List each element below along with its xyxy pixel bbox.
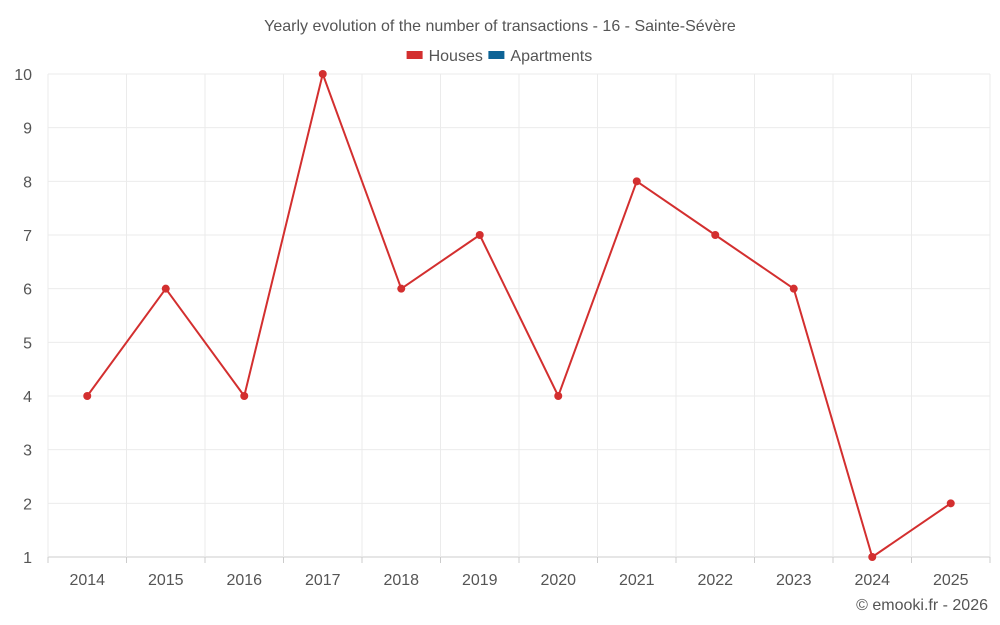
- x-tick-label: 2023: [776, 572, 812, 589]
- data-point: [240, 392, 249, 400]
- data-point: [632, 177, 641, 186]
- x-tick-label: 2025: [933, 572, 969, 589]
- y-tick-label: 2: [23, 496, 32, 513]
- legend-swatch: [488, 51, 505, 59]
- data-point: [397, 284, 406, 293]
- legend-label: Apartments: [510, 48, 592, 65]
- data-point: [161, 284, 170, 293]
- legend-label: Houses: [429, 48, 483, 65]
- y-tick-label: 7: [23, 228, 32, 245]
- data-point: [711, 231, 720, 239]
- x-tick-label: 2022: [697, 572, 733, 589]
- chart-title: Yearly evolution of the number of transa…: [264, 18, 736, 35]
- legend-item-houses: Houses: [406, 48, 483, 65]
- y-axis-ticks: 1 2 3 4 5 6 7 8 9 10: [14, 67, 32, 567]
- credit-text: © emooki.fr - 2026: [856, 597, 988, 614]
- x-tick-label: 2015: [148, 572, 184, 589]
- y-tick-label: 3: [23, 443, 32, 460]
- x-tick-label: 2016: [226, 572, 262, 589]
- y-tick-label: 8: [23, 174, 32, 191]
- x-tick-label: 2019: [462, 572, 498, 589]
- y-tick-label: 6: [23, 282, 32, 299]
- y-tick-label: 9: [23, 121, 32, 138]
- y-tick-label: 1: [23, 550, 32, 567]
- x-tick-label: 2024: [854, 572, 890, 589]
- y-tick-label: 4: [23, 389, 32, 406]
- legend-item-apartments: Apartments: [488, 48, 592, 65]
- data-point: [789, 284, 798, 293]
- x-tick-label: 2014: [69, 572, 105, 589]
- x-axis-ticks: 2014 2015 2016 2017 2018 2019 2020 2021 2022 2023…: [69, 572, 968, 589]
- x-tick-label: 2020: [540, 572, 576, 589]
- y-tick-label: 10: [14, 67, 32, 84]
- data-point: [475, 231, 484, 239]
- grid-lines: [47, 73, 991, 563]
- x-tick-label: 2017: [305, 572, 341, 589]
- data-point: [868, 553, 877, 561]
- legend-swatch: [406, 51, 423, 59]
- data-point: [318, 70, 327, 78]
- y-tick-label: 5: [23, 335, 32, 352]
- data-point: [83, 392, 92, 400]
- data-point: [554, 392, 563, 400]
- legend: Houses Apartments: [406, 48, 592, 65]
- x-tick-label: 2018: [383, 572, 419, 589]
- series-layer: [83, 70, 955, 561]
- series-line-houses: [86, 73, 952, 558]
- data-point: [946, 499, 955, 508]
- x-tick-label: 2021: [619, 572, 655, 589]
